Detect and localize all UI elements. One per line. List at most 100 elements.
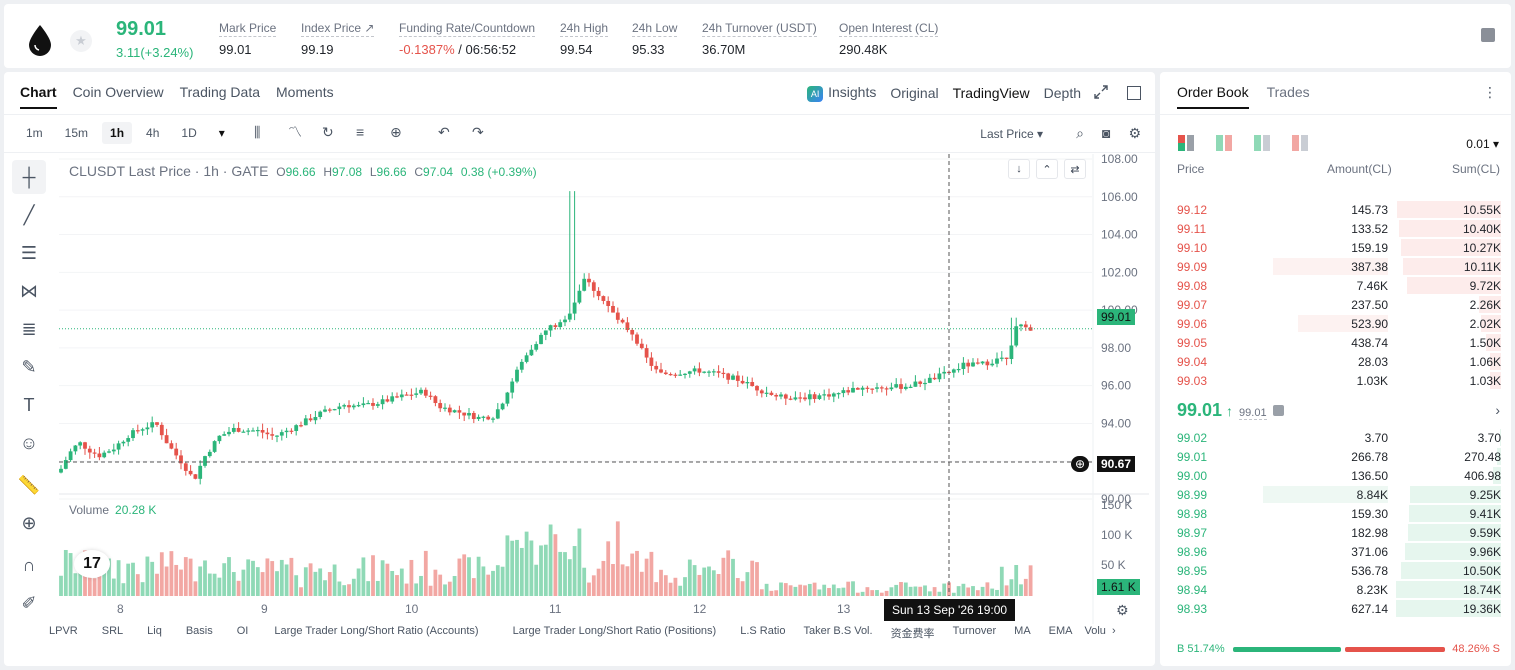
precision-select[interactable]: 0.01 ▾ [1466,137,1499,151]
ruler-icon[interactable]: 📏 [17,474,41,495]
ask-row[interactable]: 99.08 7.46K 9.72K [1160,276,1511,295]
add-order-icon[interactable]: ⊕ [1071,456,1089,472]
indicator-item[interactable]: L.S Ratio [740,625,786,637]
indicator-item[interactable]: EMA [1048,625,1073,637]
text-icon[interactable]: T [23,394,35,415]
book-icon[interactable] [1481,28,1495,42]
tab-moments[interactable]: Moments [276,84,334,100]
bid-row[interactable]: 98.99 8.84K 9.25K [1160,485,1511,504]
favorite-star-icon[interactable]: ★ [70,30,92,52]
undo-icon[interactable]: ↶ [438,124,450,140]
ask-row[interactable]: 99.07 237.50 2.26K [1160,295,1511,314]
sum-depth-bar [1405,543,1501,560]
zoom-in-icon[interactable]: ⊕ [21,512,37,533]
tab-chart[interactable]: Chart [20,84,57,109]
stat-funding-rate[interactable]: Funding Rate/Countdown -0.1387% / 06:56:… [399,19,536,57]
fib-icon[interactable]: ≣ [21,318,37,339]
interval-dropdown-icon[interactable]: ▾ [218,126,225,140]
arrow-down-icon[interactable]: ↓ [1008,159,1030,179]
templates-icon[interactable]: ≡ [356,124,365,140]
add-alert-icon[interactable]: ⊕ [390,124,402,140]
view-tabs: AI Insights Original TradingView Depth [807,84,1081,102]
price-type-select[interactable]: Last Price ▾ [980,127,1043,141]
chevron-right-icon[interactable]: › [1111,625,1116,637]
ask-row[interactable]: 99.06 523.90 2.02K [1160,314,1511,333]
tab-coin-overview[interactable]: Coin Overview [72,84,164,100]
interval-4h[interactable]: 4h [146,126,160,140]
tab-original[interactable]: Original [890,85,939,101]
pencil-lock-icon[interactable]: ✐ [21,592,37,613]
horizontal-lines-icon[interactable]: ☰ [20,242,38,263]
ask-row[interactable]: 99.05 438.74 1.50K [1160,333,1511,352]
interval-1h[interactable]: 1h [102,122,133,144]
tab-insights[interactable]: AI Insights [807,84,876,102]
indicators-icon[interactable]: 〽 [288,124,302,140]
ask-row[interactable]: 99.11 133.52 10.40K [1160,219,1511,238]
tab-tradingview[interactable]: TradingView [952,85,1030,101]
interval-1m[interactable]: 1m [26,126,43,140]
bid-row[interactable]: 98.97 182.98 9.59K [1160,523,1511,542]
ask-row[interactable]: 99.04 28.03 1.06K [1160,352,1511,371]
bid-row[interactable]: 99.00 136.50 406.98 [1160,466,1511,485]
bid-row[interactable]: 98.94 8.23K 18.74K [1160,580,1511,599]
interval-1d[interactable]: 1D [181,126,197,140]
candle-body [822,394,827,396]
interval-15m[interactable]: 15m [64,126,89,140]
indicator-item[interactable]: Volu [1084,625,1106,637]
emoji-icon[interactable]: ☺ [19,432,39,453]
indicator-item[interactable]: Liq [147,625,162,637]
bid-row[interactable]: 98.95 536.78 10.50K [1160,561,1511,580]
indicator-item[interactable]: SRL [101,625,124,637]
collapse-icon[interactable]: ⌃ [1036,159,1058,179]
book-bids-icon[interactable] [1254,135,1272,151]
tab-order-book[interactable]: Order Book [1177,84,1249,109]
expand-icon[interactable] [1094,85,1108,99]
indicator-item[interactable]: LPVR [49,625,78,637]
book-both-icon[interactable] [1178,135,1196,151]
chevron-right-icon[interactable]: › [1495,402,1500,418]
window-icon[interactable] [1127,86,1141,100]
indicator-item[interactable]: Large Trader Long/Short Ratio (Accounts) [274,625,479,637]
ask-row[interactable]: 99.10 159.19 10.27K [1160,238,1511,257]
settings-gear-icon[interactable]: ⚙ [1116,602,1129,618]
indicator-item[interactable]: OI [236,625,249,637]
magnet-icon[interactable]: ∩ [22,554,36,575]
volume-bar [111,578,116,596]
cycle-icon[interactable]: ⇄ [1064,159,1086,179]
bid-row[interactable]: 99.01 266.78 270.48 [1160,447,1511,466]
stat-open-interest[interactable]: Open Interest (CL) 290.48K [839,19,939,57]
ask-row[interactable]: 99.03 1.03K 1.03K [1160,371,1511,390]
stat-label: Index Price ↗ [301,21,375,37]
redo-icon[interactable]: ↷ [472,124,484,140]
ask-row[interactable]: 99.12 145.73 10.55K [1160,200,1511,219]
pattern-icon[interactable]: ⋈ [20,280,38,301]
tab-trades[interactable]: Trades [1266,84,1310,100]
candlestick-chart[interactable]: 108.00106.00104.00102.00100.0098.0096.00… [59,154,1149,624]
search-icon[interactable]: ⌕ [1076,125,1084,141]
indicator-item[interactable]: Taker B.S Vol. [803,625,873,637]
indicator-item[interactable]: 资金费率 [890,628,935,640]
stat-mark-price[interactable]: Mark Price 99.01 [219,19,277,57]
book-asks-icon[interactable] [1292,135,1310,151]
trendline-icon[interactable]: ╱ [23,204,35,225]
gear-icon[interactable]: ⚙ [1128,125,1141,141]
camera-icon[interactable]: ◙ [1101,125,1111,141]
crosshair-icon[interactable]: ┼ [12,160,46,194]
indicator-item[interactable]: Large Trader Long/Short Ratio (Positions… [512,625,717,637]
candles-icon[interactable]: ⫼ [254,124,261,140]
indicator-item[interactable]: MA [1014,625,1031,637]
more-icon[interactable]: ⋮ [1483,84,1497,100]
tab-trading-data[interactable]: Trading Data [179,84,261,100]
indicator-item[interactable]: Basis [185,625,213,637]
bid-row[interactable]: 98.98 159.30 9.41K [1160,504,1511,523]
indicator-item[interactable]: Turnover [952,625,997,637]
bid-row[interactable]: 98.93 627.14 19.36K [1160,599,1511,618]
bid-row[interactable]: 98.96 371.06 9.96K [1160,542,1511,561]
book-mixed-icon[interactable] [1216,135,1234,151]
bid-row[interactable]: 99.02 3.70 3.70 [1160,428,1511,447]
replay-icon[interactable]: ↻ [322,124,334,140]
ask-row[interactable]: 99.09 387.38 10.11K [1160,257,1511,276]
brush-icon[interactable]: ✎ [21,356,37,377]
stat-index-price[interactable]: Index Price ↗ 99.19 [301,19,375,57]
tab-depth[interactable]: Depth [1043,85,1081,101]
